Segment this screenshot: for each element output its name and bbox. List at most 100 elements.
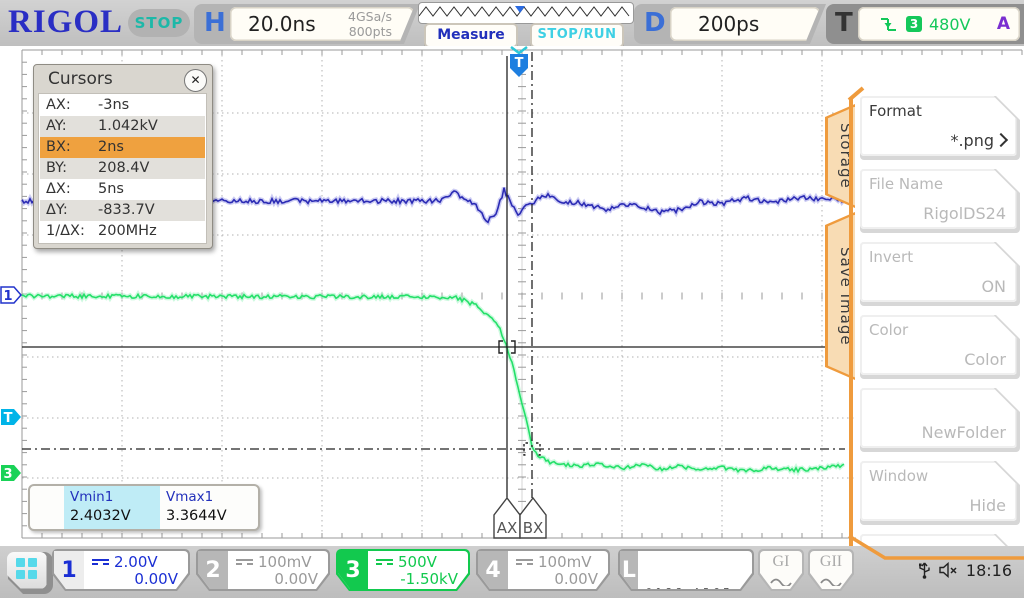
submenu-arrow-icon bbox=[993, 132, 1009, 148]
cursor-row-value: 5ns bbox=[98, 181, 124, 197]
source-2-button[interactable]: GII bbox=[808, 549, 854, 591]
timebase-value: 20.0ns bbox=[248, 12, 316, 36]
grid-icon bbox=[16, 558, 38, 580]
channel-offset: 0.00V bbox=[554, 570, 598, 588]
measurement-readout-box: Vmin1 2.4032V Vmax1 3.3644V bbox=[28, 484, 260, 531]
trigger-position-triangle-icon bbox=[515, 6, 525, 13]
cursor-b-intersection-brackets bbox=[523, 442, 541, 456]
measurement-item-vmax[interactable]: Vmax1 3.3644V bbox=[160, 486, 256, 529]
svg-text:AX: AX bbox=[497, 519, 518, 537]
svg-text:T: T bbox=[515, 56, 524, 71]
sample-rate-display: 4GSa/s 800pts bbox=[348, 9, 392, 39]
menu-item-title: Color bbox=[869, 321, 909, 339]
channel-4-button[interactable]: 4 100mV 0.00V bbox=[476, 549, 610, 591]
digital-channels-button[interactable]: L 0 1 2 3 4 5 6 7 8 9 1011 12131415 bbox=[618, 549, 754, 591]
status-tray: 18:16 bbox=[918, 560, 1012, 580]
delay-label: D bbox=[644, 8, 666, 38]
speaker-muted-icon bbox=[939, 562, 957, 578]
menu-accent-top-joint bbox=[847, 86, 865, 102]
source-1-button[interactable]: GI bbox=[758, 549, 804, 591]
delay-display[interactable]: 200ps bbox=[670, 7, 820, 41]
gen1-label: GI bbox=[772, 553, 790, 570]
menu-item-title: Invert bbox=[869, 248, 914, 266]
cursor-row-label: AY: bbox=[46, 118, 67, 134]
timebase-display[interactable]: 20.0ns 4GSa/s 800pts bbox=[230, 7, 414, 41]
cursor-row-value: 1.042kV bbox=[98, 118, 158, 134]
menu-item-value: RigolDS24 bbox=[923, 204, 1006, 223]
menu-item-color[interactable]: Color Color bbox=[860, 315, 1020, 379]
svg-text:3: 3 bbox=[3, 467, 12, 482]
svg-text:1: 1 bbox=[3, 289, 12, 304]
channel-3-button-active[interactable]: 3 500V -1.50kV bbox=[336, 549, 470, 591]
usb-icon bbox=[918, 562, 930, 579]
menu-grid-button[interactable] bbox=[4, 549, 49, 591]
cursor-row-value: -833.7V bbox=[98, 202, 155, 218]
system-clock: 18:16 bbox=[965, 560, 1012, 580]
menu-item-value: *.png bbox=[950, 131, 1009, 150]
digital-label: L bbox=[620, 551, 638, 589]
menu-item-format[interactable]: Format *.png bbox=[860, 96, 1020, 160]
cursor-a-handle-tag[interactable]: AX bbox=[493, 496, 521, 539]
cursor-row-label: ΔX: bbox=[46, 181, 71, 197]
run-state-indicator: STOP bbox=[128, 9, 190, 37]
cursors-readout-list: AX: -3ns AY: 1.042kV BX: 2ns BY: 208.4V ΔX: 5… bbox=[39, 94, 206, 243]
channel-2-button[interactable]: 2 100mV 0.00V bbox=[196, 549, 330, 591]
cursor-row-inv-dx[interactable]: 1/ΔX: 200MHz bbox=[40, 221, 205, 242]
trigger-group: T 3 480V A bbox=[826, 4, 1024, 44]
cursor-row-dx[interactable]: ΔX: 5ns bbox=[40, 179, 205, 200]
menu-item-value: NewFolder bbox=[921, 423, 1006, 442]
trigger-level-marker[interactable]: T bbox=[1, 409, 21, 426]
ch1-zero-marker[interactable]: 1 bbox=[0, 286, 22, 304]
ch3-zero-marker[interactable]: 3 bbox=[1, 465, 21, 482]
measurement-value: 3.3644V bbox=[166, 508, 227, 524]
ch3_trace bbox=[21, 292, 845, 474]
menu-item-value: ON bbox=[981, 277, 1006, 296]
falling-edge-trigger-icon bbox=[881, 18, 896, 31]
cursor-row-label: BY: bbox=[46, 160, 67, 176]
channel-number: 4 bbox=[478, 551, 508, 589]
trigger-display[interactable]: 3 480V A bbox=[858, 7, 1020, 41]
menu-item-file-name[interactable]: File Name RigolDS24 bbox=[860, 169, 1020, 233]
channel-status-bar: 1 2.00V 0.00V 2 100mV 0.00V 3 bbox=[0, 546, 1024, 598]
dc-coupling-icon bbox=[92, 559, 109, 565]
menu-item-title: File Name bbox=[869, 175, 944, 193]
dc-coupling-icon bbox=[516, 559, 533, 565]
waveform-display-area: T 1 T 3 AX BX Cu bbox=[0, 46, 1024, 592]
cursors-panel: Cursors ✕ AX: -3ns AY: 1.042kV BX: 2ns BY: 2… bbox=[33, 64, 213, 249]
close-icon[interactable]: ✕ bbox=[184, 69, 207, 92]
channel-offset: 0.00V bbox=[134, 570, 178, 588]
channel-1-button[interactable]: 1 2.00V 0.00V bbox=[52, 549, 190, 591]
cursor-row-value: 2ns bbox=[98, 139, 124, 155]
cursor-b-handle-tag[interactable]: BX bbox=[519, 496, 547, 539]
channel-number: 1 bbox=[54, 551, 84, 589]
digital-row-1: 0 1 2 3 4 5 6 7 bbox=[645, 587, 730, 598]
measure-button[interactable]: Measure bbox=[424, 23, 518, 48]
channel-offset: -1.50kV bbox=[400, 570, 458, 588]
cursor-row-dy[interactable]: ΔY: -833.7V bbox=[40, 200, 205, 221]
cursor-row-by[interactable]: BY: 208.4V bbox=[40, 158, 205, 179]
delay-value: 200ps bbox=[698, 12, 760, 36]
stop-run-button[interactable]: STOP/RUN bbox=[530, 23, 624, 48]
horizontal-label: H bbox=[204, 8, 226, 38]
memory-depth: 800pts bbox=[348, 24, 392, 39]
cursor-row-bx-selected[interactable]: BX: 2ns bbox=[40, 137, 205, 158]
trigger-label: T bbox=[835, 8, 853, 38]
delay-group: D 200ps bbox=[634, 4, 826, 44]
sine-wave-icon bbox=[770, 576, 792, 586]
cursor-row-ay[interactable]: AY: 1.042kV bbox=[40, 116, 205, 137]
channel-scale: 2.00V bbox=[114, 553, 158, 571]
menu-item-new-folder[interactable]: NewFolder bbox=[860, 388, 1020, 452]
measurement-value: 2.4032V bbox=[70, 508, 131, 524]
cursor-row-label: AX: bbox=[46, 97, 71, 113]
svg-text:BX: BX bbox=[523, 519, 544, 537]
channel-offset: 0.00V bbox=[274, 570, 318, 588]
menu-item-invert[interactable]: Invert ON bbox=[860, 242, 1020, 306]
cursor-row-ax[interactable]: AX: -3ns bbox=[40, 95, 205, 116]
menu-accent-bottom-joint bbox=[848, 534, 1024, 560]
menu-item-window[interactable]: Window Hide bbox=[860, 461, 1020, 525]
measurement-item-vmin[interactable]: Vmin1 2.4032V bbox=[64, 486, 160, 529]
waveform-memory-preview[interactable] bbox=[418, 2, 634, 24]
menu-item-title: Format bbox=[869, 102, 922, 120]
trigger-position-marker[interactable]: T bbox=[510, 46, 528, 77]
